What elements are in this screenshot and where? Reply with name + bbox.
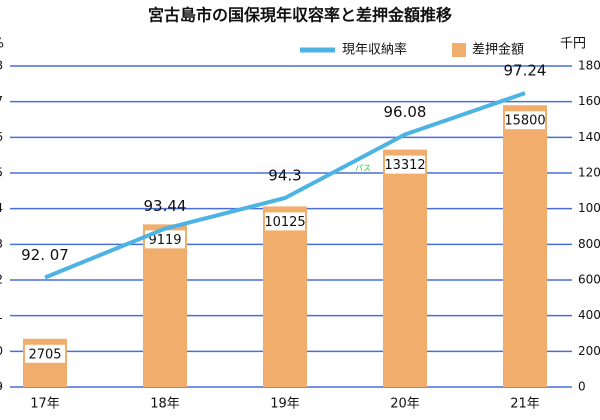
bar <box>503 105 547 387</box>
y2-tick-label: 4000 <box>578 308 600 322</box>
y-tick-label: 98 <box>0 59 3 73</box>
annotation: パス <box>355 164 371 173</box>
x-tick-label: 19年 <box>270 397 300 412</box>
y-tick-label: 94 <box>0 201 3 215</box>
y2-tick-label: 6000 <box>578 273 600 287</box>
x-tick-label: 21年 <box>510 397 540 412</box>
y-tick-label: 97 <box>0 94 3 108</box>
y-tick-label: 96 <box>0 130 3 144</box>
bar-label: 2705 <box>28 347 61 362</box>
legend-swatch <box>452 43 466 57</box>
bar-label: 9119 <box>148 233 181 248</box>
bar-label-box <box>145 230 185 249</box>
bar <box>263 206 307 387</box>
x-tick-label: 18年 <box>150 397 180 412</box>
bar-label: 15800 <box>504 114 545 129</box>
y2-tick-label: 10000 <box>578 201 600 215</box>
legend-label: 現年収納率 <box>342 42 407 58</box>
y2-tick-label: 14000 <box>578 130 600 144</box>
y2-tick-label: 12000 <box>578 166 600 180</box>
y2-tick-label: 8000 <box>578 237 600 251</box>
line-label: 93.44 <box>144 197 187 215</box>
y2-tick-label: 18000 <box>578 59 600 73</box>
y-tick-label: 95 <box>0 166 3 180</box>
x-tick-label: 17年 <box>30 397 60 412</box>
line-label: 96.08 <box>384 103 427 121</box>
y-tick-label: 90 <box>0 344 3 358</box>
y-tick-label: 92 <box>0 273 3 287</box>
bar <box>143 224 187 387</box>
y-tick-label: 89 <box>0 380 3 394</box>
line <box>44 91 526 280</box>
y2-tick-label: 2000 <box>578 344 600 358</box>
bar <box>383 149 427 387</box>
x-tick-label: 20年 <box>390 397 420 412</box>
y-tick-label: 93 <box>0 237 3 251</box>
line-label: 97.24 <box>504 62 547 80</box>
bar-label-box <box>385 155 425 174</box>
legend-label: 差押金額 <box>472 42 524 58</box>
bar-label: 13312 <box>384 158 425 173</box>
bar-label-box <box>25 344 65 363</box>
bar-label-box <box>265 212 305 231</box>
bar-label-box <box>505 111 545 130</box>
y-axis-label: % <box>0 37 4 52</box>
y2-axis-label: 千円 <box>560 37 586 52</box>
y-tick-label: 91 <box>0 308 3 322</box>
y2-tick-label: 16000 <box>578 94 600 108</box>
bar-label: 10125 <box>264 215 305 230</box>
y2-tick-label: 0 <box>578 380 586 394</box>
line-label: 92. 07 <box>21 246 69 264</box>
line-label: 94.3 <box>268 166 301 184</box>
chart-title: 宮古島市の国保現年収容率と差押金額推移 <box>148 6 452 25</box>
